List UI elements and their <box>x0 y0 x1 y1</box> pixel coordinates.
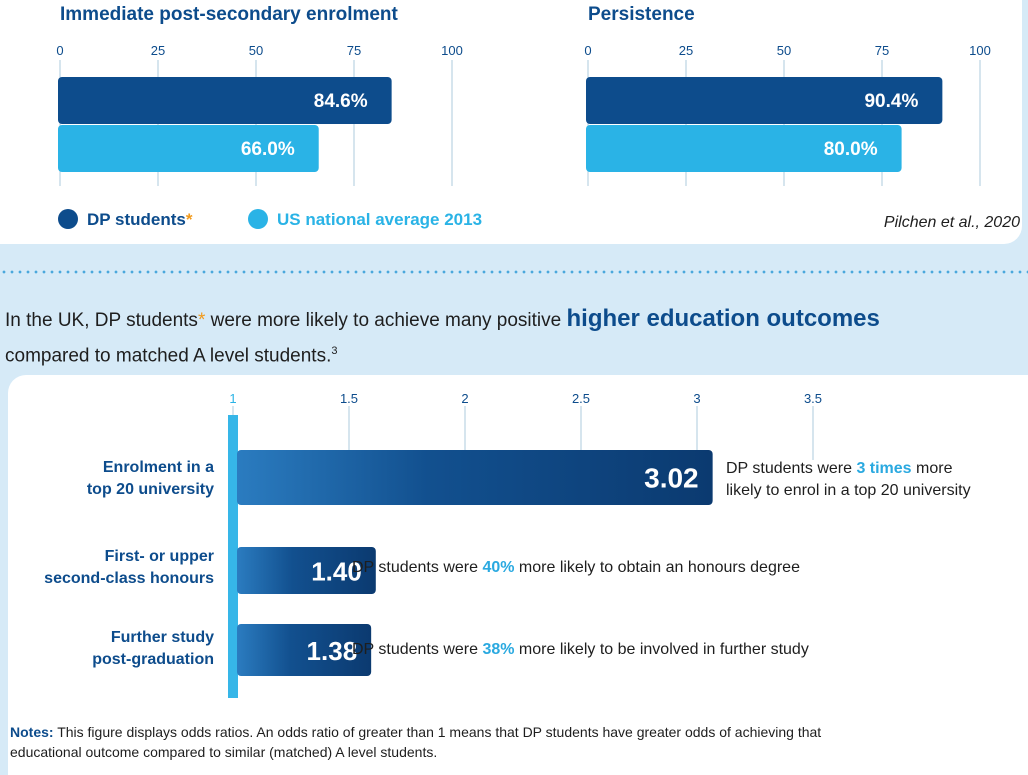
row-label-honours-line1: First- or upper <box>104 548 214 565</box>
uk-text-part2: were more likely to achieve many positiv… <box>205 310 567 331</box>
row-desc-further: DP students were 38% more likely to be i… <box>352 639 809 661</box>
row-desc-top20-highlight: 3 times <box>856 460 912 477</box>
uk-text-footnote: 3 <box>331 345 338 357</box>
odds-baseline-axis <box>228 415 238 698</box>
legend-dp: DP students* <box>58 209 193 230</box>
odds-value-label-top20: 3.02 <box>644 463 699 494</box>
uk-text-highlight: higher education outcomes <box>566 305 880 332</box>
enrolment-bar-us <box>58 125 319 172</box>
row-label-top20-line2: top 20 university <box>86 481 214 498</box>
notes-label: Notes: <box>10 724 54 740</box>
enrolment-bar-dp <box>58 77 392 124</box>
odds-bar-honours <box>237 547 376 594</box>
notes-text1: This figure displays odds ratios. An odd… <box>53 724 822 740</box>
source-citation: Pilchen et al., 2020 <box>883 214 1020 231</box>
persistence-value-label-us: 80.0% <box>824 139 878 160</box>
row-label-honours: First- or upper second-class honours <box>4 546 214 590</box>
dotted-divider <box>0 270 1028 274</box>
odds-tick-label-1: 1 <box>229 391 236 406</box>
row-label-top20: Enrolment in a top 20 university <box>4 457 214 501</box>
row-label-top20-line1: Enrolment in a <box>102 459 214 476</box>
persistence-value-label-dp: 90.4% <box>864 91 918 112</box>
odds-value-label-honours: 1.40 <box>311 557 362 587</box>
uk-intro-paragraph: In the UK, DP students* were more likely… <box>5 304 1020 371</box>
enrolment-tick-label-100: 100 <box>441 43 463 58</box>
odds-tick-label-3.5: 3.5 <box>804 391 822 406</box>
uk-text-part1: In the UK, DP students <box>5 310 198 331</box>
row-desc-honours-highlight: 40% <box>482 559 515 576</box>
legend-dp-asterisk: * <box>185 210 193 229</box>
row-desc-top20-line2: likely to enrol in a top 20 university <box>726 482 971 499</box>
persistence-chart-title: Persistence <box>588 4 695 25</box>
row-label-further-line2: post-graduation <box>92 651 214 668</box>
legend-dp-label: DP students <box>87 210 186 229</box>
notes-text2: educational outcome compared to similar … <box>10 744 438 760</box>
legend-us-label: US national average 2013 <box>277 210 483 229</box>
enrolment-value-label-us: 66.0% <box>241 139 295 160</box>
legend-us: US national average 2013 <box>248 209 482 230</box>
enrolment-tick-label-75: 75 <box>347 43 361 58</box>
enrolment-tick-label-25: 25 <box>151 43 165 58</box>
row-desc-further-post: more likely to be involved in further st… <box>514 641 809 658</box>
odds-bar-top20 <box>237 450 713 505</box>
odds-tick-label-2.5: 2.5 <box>572 391 590 406</box>
row-desc-top20-pre: DP students were <box>726 460 857 477</box>
odds-tick-label-1.5: 1.5 <box>340 391 358 406</box>
persistence-tick-label-50: 50 <box>777 43 791 58</box>
row-desc-honours: DP students were 40% more likely to obta… <box>352 557 800 579</box>
uk-text-asterisk: * <box>197 310 206 331</box>
notes: Notes: This figure displays odds ratios.… <box>10 722 1020 762</box>
odds-tick-label-2: 2 <box>461 391 468 406</box>
enrolment-tick-label-50: 50 <box>249 43 263 58</box>
bottom-panel <box>8 375 1028 775</box>
legend-dp-swatch <box>58 209 78 229</box>
row-label-further-study: Further study post-graduation <box>4 627 214 671</box>
us-outcomes-chart: 0 25 50 75 100 84.6% 66.0% 0 25 50 75 100 90.4% 80.0% <box>56 43 991 186</box>
uk-text-part3: compared to matched A level students. <box>5 345 332 367</box>
persistence-tick-label-100: 100 <box>969 43 991 58</box>
odds-bar-further-study <box>237 624 372 676</box>
enrolment-value-label-dp: 84.6% <box>314 91 368 112</box>
row-desc-honours-post: more likely to obtain an honours degree <box>514 559 800 576</box>
persistence-tick-label-75: 75 <box>875 43 889 58</box>
row-desc-top20-post: more <box>911 460 953 477</box>
legend-us-swatch <box>248 209 268 229</box>
row-desc-further-pre: DP students were <box>352 641 483 658</box>
enrolment-tick-label-0: 0 <box>56 43 63 58</box>
row-desc-top20: DP students were 3 times more likely to … <box>726 458 971 502</box>
row-desc-further-highlight: 38% <box>482 641 515 658</box>
row-desc-honours-pre: DP students were <box>352 559 483 576</box>
persistence-bar-dp <box>586 77 943 124</box>
odds-tick-label-3: 3 <box>693 391 700 406</box>
row-label-further-line1: Further study <box>110 629 214 646</box>
persistence-tick-label-0: 0 <box>584 43 591 58</box>
odds-value-label-further-study: 1.38 <box>307 636 358 666</box>
row-label-honours-line2: second-class honours <box>44 570 214 587</box>
persistence-tick-label-25: 25 <box>679 43 693 58</box>
persistence-bar-us <box>586 125 902 172</box>
odds-ratio-chart: 1 1.5 2 2.5 3 3.5 3.02 1.40 1.38 <box>228 391 822 698</box>
enrolment-chart-title: Immediate post-secondary enrolment <box>60 4 398 25</box>
